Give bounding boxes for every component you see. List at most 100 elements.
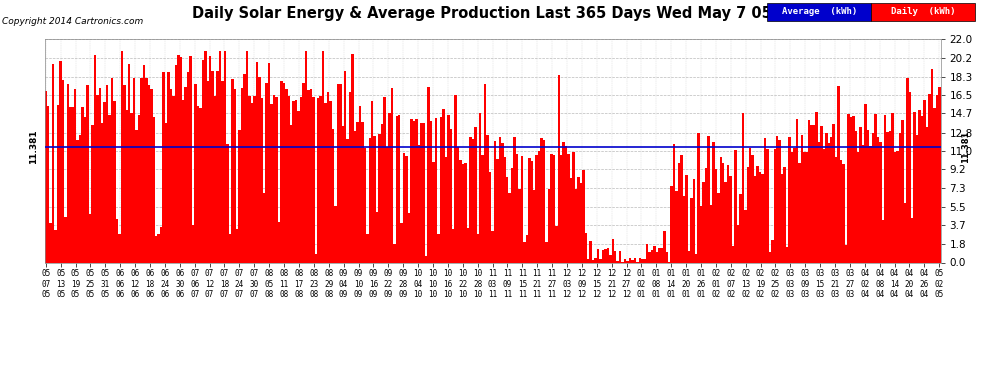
- Bar: [425, 256, 428, 262]
- Bar: [393, 244, 396, 262]
- Bar: [886, 132, 889, 262]
- Bar: [184, 87, 187, 262]
- Bar: [278, 222, 280, 262]
- Bar: [346, 139, 348, 262]
- Bar: [471, 140, 474, 262]
- Bar: [312, 98, 315, 262]
- Bar: [746, 166, 749, 262]
- Bar: [250, 103, 253, 262]
- Bar: [89, 214, 91, 262]
- Bar: [582, 170, 584, 262]
- Bar: [113, 101, 116, 262]
- Bar: [335, 206, 337, 262]
- Bar: [292, 101, 295, 262]
- Bar: [371, 101, 373, 262]
- Bar: [889, 130, 891, 262]
- Bar: [234, 89, 236, 262]
- Bar: [202, 60, 204, 262]
- Bar: [189, 56, 192, 262]
- Bar: [423, 123, 425, 262]
- Bar: [570, 178, 572, 262]
- Bar: [828, 143, 830, 262]
- Bar: [241, 88, 244, 262]
- Bar: [599, 259, 602, 262]
- Bar: [796, 119, 798, 262]
- Bar: [457, 147, 459, 262]
- Bar: [118, 234, 121, 262]
- Bar: [300, 96, 302, 262]
- Bar: [849, 117, 852, 262]
- Bar: [773, 149, 776, 262]
- Bar: [76, 141, 79, 262]
- Bar: [514, 138, 516, 262]
- Bar: [575, 189, 577, 262]
- Bar: [911, 217, 914, 262]
- Bar: [258, 76, 260, 262]
- Bar: [639, 258, 642, 262]
- Bar: [263, 193, 265, 262]
- Bar: [688, 251, 690, 262]
- Bar: [484, 84, 486, 262]
- Bar: [798, 163, 801, 262]
- Bar: [740, 194, 742, 262]
- Bar: [645, 244, 648, 262]
- Bar: [864, 104, 867, 262]
- Bar: [602, 250, 604, 262]
- Bar: [725, 182, 727, 262]
- Bar: [231, 79, 234, 262]
- Bar: [705, 168, 707, 262]
- Bar: [675, 191, 678, 262]
- Bar: [74, 89, 76, 262]
- Bar: [604, 249, 607, 262]
- Bar: [56, 105, 59, 262]
- Bar: [378, 134, 381, 262]
- Bar: [368, 138, 371, 262]
- Bar: [501, 143, 504, 262]
- Bar: [403, 153, 405, 262]
- Bar: [459, 160, 462, 262]
- Bar: [511, 168, 514, 262]
- Bar: [410, 118, 413, 262]
- Bar: [222, 81, 224, 262]
- Bar: [366, 234, 368, 262]
- Bar: [351, 54, 353, 262]
- Bar: [894, 152, 896, 262]
- Bar: [833, 124, 835, 262]
- Bar: [909, 92, 911, 262]
- Bar: [138, 115, 141, 262]
- Bar: [418, 145, 420, 262]
- Bar: [177, 55, 179, 262]
- Bar: [94, 55, 96, 262]
- Bar: [629, 258, 632, 262]
- Bar: [653, 246, 655, 262]
- Bar: [101, 123, 104, 262]
- Bar: [91, 125, 94, 262]
- Bar: [358, 106, 361, 262]
- Bar: [224, 51, 226, 262]
- Bar: [572, 152, 575, 262]
- Bar: [86, 84, 89, 262]
- Bar: [663, 231, 665, 262]
- Bar: [877, 137, 879, 262]
- Bar: [315, 254, 317, 262]
- Bar: [285, 89, 287, 262]
- Bar: [84, 117, 86, 262]
- Bar: [290, 124, 292, 262]
- Bar: [803, 152, 806, 262]
- Bar: [859, 127, 862, 262]
- Bar: [830, 136, 833, 262]
- Bar: [322, 51, 325, 262]
- Bar: [474, 127, 476, 262]
- Bar: [50, 223, 51, 262]
- Bar: [479, 113, 481, 262]
- Bar: [872, 133, 874, 262]
- Bar: [715, 169, 717, 262]
- Bar: [538, 150, 541, 262]
- Bar: [906, 78, 909, 262]
- Bar: [533, 190, 536, 262]
- Bar: [884, 115, 886, 262]
- Bar: [265, 83, 268, 262]
- Bar: [71, 107, 74, 262]
- Bar: [244, 74, 246, 262]
- Bar: [519, 189, 521, 262]
